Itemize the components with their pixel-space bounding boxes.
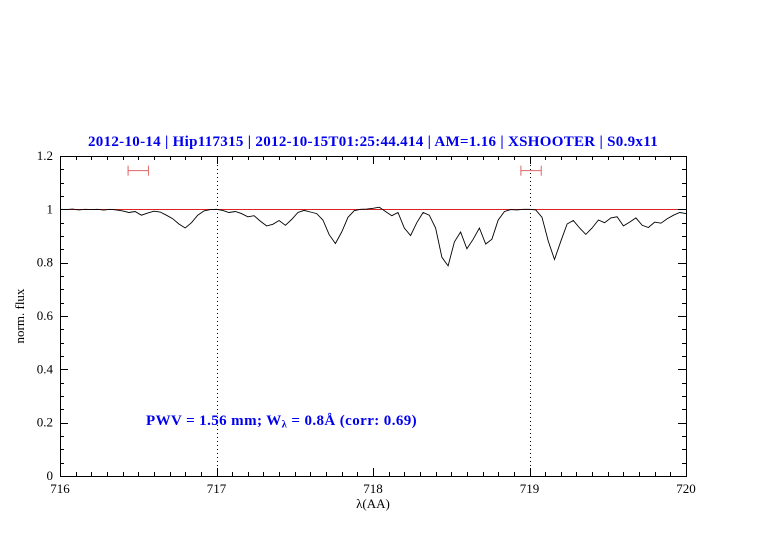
ew-marker [520,165,542,176]
ew-marker [127,165,149,176]
y-tick-label: 0.2 [37,415,53,430]
y-tick-label: 1.2 [37,148,53,163]
y-tick-label: 0.8 [37,255,53,270]
spectrum-line [59,206,687,267]
x-tick-label: 716 [50,481,70,496]
y-tick-label: 1 [47,201,54,216]
x-tick-label: 718 [363,481,383,496]
annotation-text-post: = 0.8Å (corr: 0.69) [287,413,418,429]
plot-title: 2012-10-14 | Hip117315 | 2012-10-15T01:2… [87,134,659,150]
y-tick-label: 0 [47,468,54,483]
x-tick-label: 719 [520,481,540,496]
y-tick-label: 0.4 [37,361,54,376]
x-tick-label: 717 [207,481,227,496]
annotation-lambda-subscript: λ [281,419,288,431]
pwv-annotation: PWV = 1.56 mm; Wλ = 0.8Å (corr: 0.69) [146,413,417,431]
y-axis-label: norm. flux [12,288,27,344]
y-tick-label: 0.6 [37,308,54,323]
annotation-text-pre: PWV = 1.56 mm; W [146,413,282,429]
x-tick-label: 720 [676,481,696,496]
x-axis-label: λ(AA) [356,496,390,511]
